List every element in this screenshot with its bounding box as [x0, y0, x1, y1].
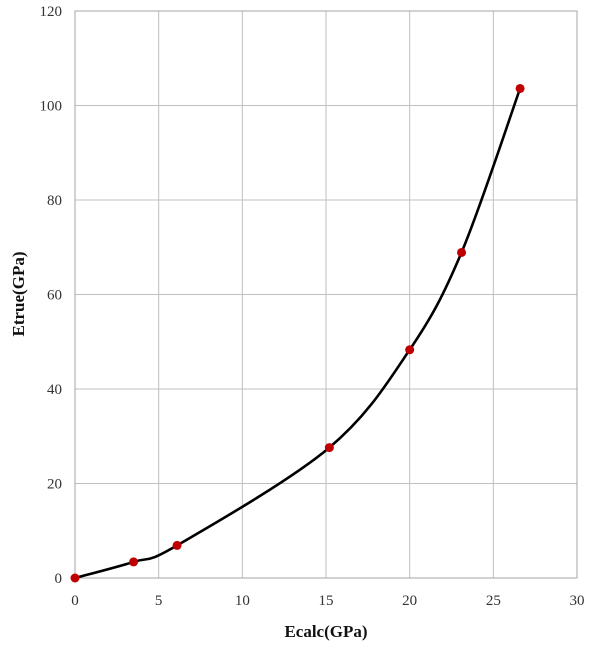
y-tick-label: 80 — [47, 193, 62, 209]
data-point — [172, 540, 182, 550]
y-tick-label: 60 — [47, 288, 62, 304]
x-tick-label: 15 — [319, 593, 334, 609]
data-point — [129, 557, 139, 567]
x-tick-label: 20 — [402, 593, 417, 609]
y-tick-labels: 0 20 40 60 80 100 120 — [40, 4, 63, 587]
data-point — [515, 83, 525, 93]
x-tick-label: 5 — [155, 593, 163, 609]
x-tick-label: 25 — [486, 593, 501, 609]
y-tick-label: 0 — [55, 571, 63, 587]
data-point — [70, 573, 80, 583]
x-tick-label: 0 — [71, 593, 79, 609]
data-point — [405, 345, 415, 355]
x-tick-label: 10 — [235, 593, 250, 609]
data-points — [70, 83, 525, 583]
grid — [74, 10, 578, 579]
x-tick-labels: 0 5 10 15 20 25 30 — [71, 593, 584, 609]
y-tick-label: 120 — [40, 4, 63, 20]
trend-curve — [74, 88, 522, 580]
x-axis-title: Ecalc(GPa) — [284, 622, 367, 641]
plot-area-border — [74, 10, 578, 579]
x-tick-label: 30 — [570, 593, 585, 609]
data-point — [457, 247, 467, 257]
y-tick-label: 20 — [47, 477, 62, 493]
data-point — [324, 443, 334, 453]
y-axis-title: Etrue(GPa) — [9, 252, 28, 337]
y-tick-label: 40 — [47, 382, 62, 398]
y-tick-label: 100 — [40, 99, 63, 115]
